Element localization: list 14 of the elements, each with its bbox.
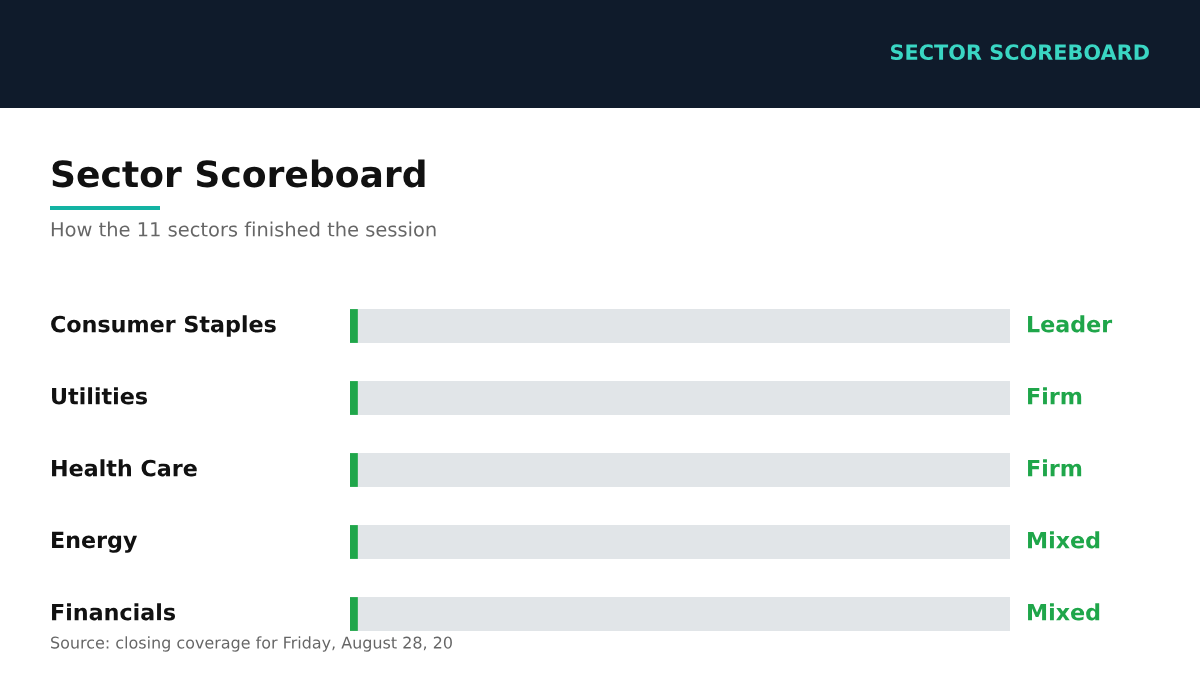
text: Leader [1028, 315, 1113, 333]
annotation: Source: closing coverage for Friday, August 28, 20 [51, 636, 452, 652]
y-tick-label: Financials [52, 603, 176, 621]
text: SECTOR SCOREBOARD [890, 44, 1149, 61]
y-tick-label: Health Care [52, 459, 197, 477]
y-tick-label: Consumer Staples [51, 315, 276, 337]
text: Mixed [1028, 603, 1100, 621]
chart-title: Sector Scoreboard [52, 159, 425, 188]
chart-subtitle: How the 11 sectors finished the session [51, 221, 436, 237]
text: Firm [1028, 387, 1082, 405]
y-tick-label: Utilities [52, 387, 147, 405]
y-tick-label: Energy [52, 531, 138, 553]
text: Firm [1028, 459, 1082, 477]
text: Mixed [1028, 531, 1100, 549]
